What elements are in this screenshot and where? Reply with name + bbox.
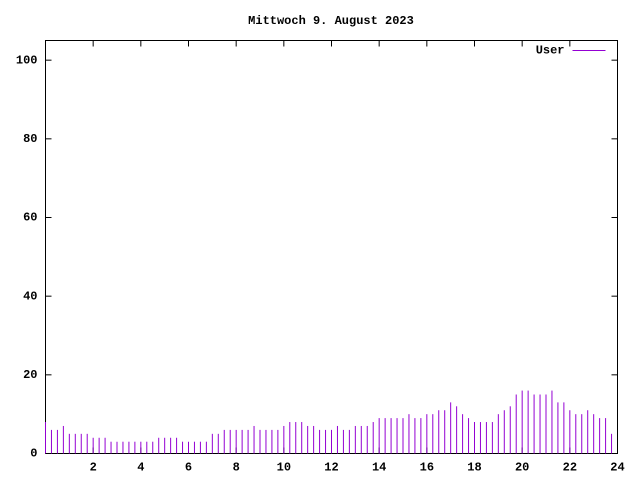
x-tick-label: 24 <box>610 461 624 475</box>
y-tick-label: 100 <box>16 53 38 67</box>
y-tick-label: 0 <box>30 447 37 461</box>
x-tick-label: 12 <box>324 461 338 475</box>
y-tick-label: 40 <box>23 289 37 303</box>
y-tick-label: 60 <box>23 211 37 225</box>
legend-label: User <box>536 44 565 58</box>
x-tick-label: 2 <box>90 461 97 475</box>
x-tick-label: 18 <box>467 461 481 475</box>
chart-title: Mittwoch 9. August 2023 <box>248 14 414 28</box>
x-tick-label: 22 <box>563 461 577 475</box>
x-tick-label: 16 <box>420 461 434 475</box>
y-tick-label: 20 <box>23 368 37 382</box>
x-tick-label: 14 <box>372 461 386 475</box>
x-tick-label: 6 <box>185 461 192 475</box>
y-tick-label: 80 <box>23 132 37 146</box>
x-tick-label: 20 <box>515 461 529 475</box>
x-tick-label: 8 <box>233 461 240 475</box>
x-tick-label: 10 <box>277 461 291 475</box>
x-tick-label: 4 <box>137 461 144 475</box>
